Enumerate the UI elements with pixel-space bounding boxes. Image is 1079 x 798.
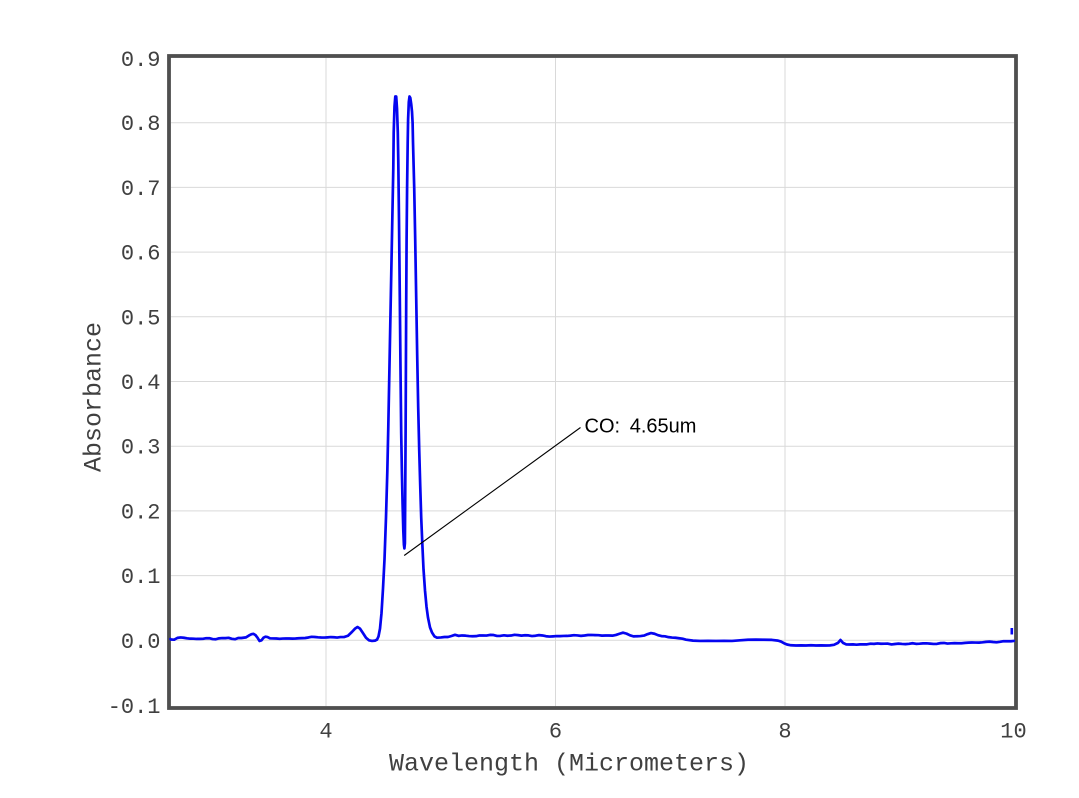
svg-text:CO:4.65um: CO: 4.65um (585, 415, 697, 437)
svg-text:0.7: 0.7 (121, 177, 161, 202)
svg-text:0.2: 0.2 (121, 500, 161, 525)
svg-text:0.0: 0.0 (121, 630, 161, 655)
svg-text:-0.1: -0.1 (108, 695, 161, 720)
svg-text:4: 4 (319, 720, 332, 745)
svg-text:0.3: 0.3 (121, 436, 161, 461)
svg-text:0.6: 0.6 (121, 242, 161, 267)
svg-text:10: 10 (1000, 720, 1026, 745)
svg-text:0.9: 0.9 (121, 48, 161, 73)
svg-text:Wavelength (Micrometers): Wavelength (Micrometers) (389, 750, 749, 779)
svg-text:6: 6 (549, 720, 562, 745)
svg-text:Absorbance: Absorbance (80, 322, 109, 472)
svg-text:0.4: 0.4 (121, 371, 161, 396)
svg-text:8: 8 (778, 720, 791, 745)
svg-text:0.1: 0.1 (121, 565, 161, 590)
svg-text:0.8: 0.8 (121, 112, 161, 137)
svg-text:0.5: 0.5 (121, 306, 161, 331)
